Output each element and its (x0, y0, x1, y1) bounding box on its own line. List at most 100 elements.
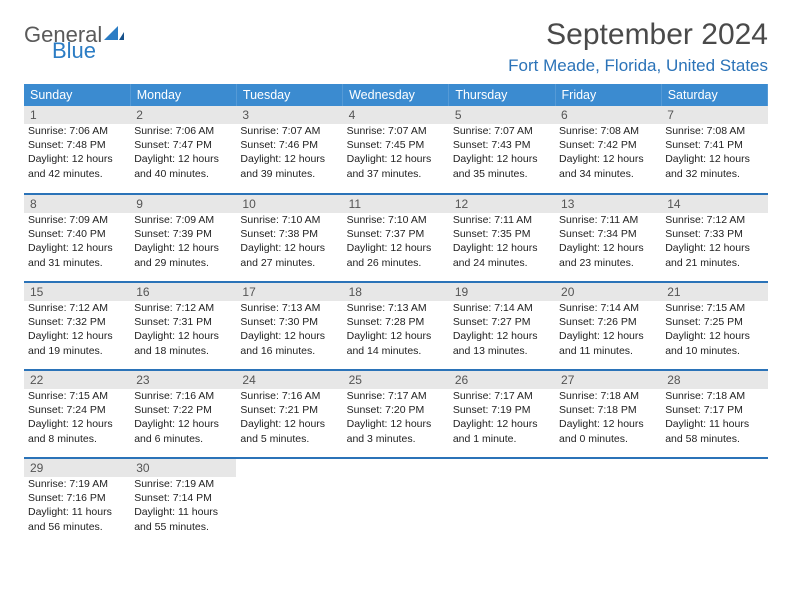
calendar-empty-cell (449, 458, 555, 546)
sunset-line: Sunset: 7:17 PM (665, 403, 763, 417)
calendar-table: Sunday Monday Tuesday Wednesday Thursday… (24, 84, 768, 546)
calendar-empty-cell (236, 458, 342, 546)
daylight-line: Daylight: 12 hours and 21 minutes. (665, 241, 763, 269)
weekday-header: Monday (130, 84, 236, 106)
day-details: Sunrise: 7:17 AMSunset: 7:19 PMDaylight:… (449, 389, 555, 450)
day-number: 10 (236, 195, 342, 213)
header: General Blue September 2024 Fort Meade, … (24, 18, 768, 76)
daylight-line: Daylight: 12 hours and 37 minutes. (347, 152, 445, 180)
day-details: Sunrise: 7:08 AMSunset: 7:41 PMDaylight:… (661, 124, 767, 185)
logo-sail-icon (104, 24, 124, 46)
calendar-day-cell: 9Sunrise: 7:09 AMSunset: 7:39 PMDaylight… (130, 194, 236, 282)
sunrise-line: Sunrise: 7:18 AM (665, 389, 763, 403)
daylight-line: Daylight: 12 hours and 1 minute. (453, 417, 551, 445)
sunrise-line: Sunrise: 7:12 AM (134, 301, 232, 315)
calendar-day-cell: 21Sunrise: 7:15 AMSunset: 7:25 PMDayligh… (661, 282, 767, 370)
calendar-day-cell: 26Sunrise: 7:17 AMSunset: 7:19 PMDayligh… (449, 370, 555, 458)
sunrise-line: Sunrise: 7:07 AM (347, 124, 445, 138)
calendar-day-cell: 24Sunrise: 7:16 AMSunset: 7:21 PMDayligh… (236, 370, 342, 458)
sunrise-line: Sunrise: 7:06 AM (28, 124, 126, 138)
calendar-empty-cell (661, 458, 767, 546)
weekday-header-row: Sunday Monday Tuesday Wednesday Thursday… (24, 84, 768, 106)
calendar-day-cell: 20Sunrise: 7:14 AMSunset: 7:26 PMDayligh… (555, 282, 661, 370)
calendar-day-cell: 4Sunrise: 7:07 AMSunset: 7:45 PMDaylight… (343, 106, 449, 194)
calendar-day-cell: 11Sunrise: 7:10 AMSunset: 7:37 PMDayligh… (343, 194, 449, 282)
day-number: 4 (343, 106, 449, 124)
calendar-week-row: 29Sunrise: 7:19 AMSunset: 7:16 PMDayligh… (24, 458, 768, 546)
day-details: Sunrise: 7:19 AMSunset: 7:16 PMDaylight:… (24, 477, 130, 538)
daylight-line: Daylight: 12 hours and 19 minutes. (28, 329, 126, 357)
sunset-line: Sunset: 7:30 PM (240, 315, 338, 329)
day-details: Sunrise: 7:07 AMSunset: 7:45 PMDaylight:… (343, 124, 449, 185)
daylight-line: Daylight: 12 hours and 42 minutes. (28, 152, 126, 180)
sunrise-line: Sunrise: 7:19 AM (134, 477, 232, 491)
day-number: 18 (343, 283, 449, 301)
calendar-day-cell: 3Sunrise: 7:07 AMSunset: 7:46 PMDaylight… (236, 106, 342, 194)
day-details: Sunrise: 7:12 AMSunset: 7:32 PMDaylight:… (24, 301, 130, 362)
day-details: Sunrise: 7:17 AMSunset: 7:20 PMDaylight:… (343, 389, 449, 450)
calendar-page: General Blue September 2024 Fort Meade, … (0, 0, 792, 564)
sunset-line: Sunset: 7:31 PM (134, 315, 232, 329)
location-label: Fort Meade, Florida, United States (508, 56, 768, 76)
day-number: 29 (24, 459, 130, 477)
sunrise-line: Sunrise: 7:19 AM (28, 477, 126, 491)
calendar-empty-cell (555, 458, 661, 546)
day-number: 2 (130, 106, 236, 124)
day-details: Sunrise: 7:06 AMSunset: 7:48 PMDaylight:… (24, 124, 130, 185)
day-number: 12 (449, 195, 555, 213)
day-details: Sunrise: 7:18 AMSunset: 7:18 PMDaylight:… (555, 389, 661, 450)
sunrise-line: Sunrise: 7:07 AM (240, 124, 338, 138)
day-number: 13 (555, 195, 661, 213)
sunrise-line: Sunrise: 7:14 AM (559, 301, 657, 315)
daylight-line: Daylight: 12 hours and 18 minutes. (134, 329, 232, 357)
daylight-line: Daylight: 12 hours and 5 minutes. (240, 417, 338, 445)
weekday-header: Saturday (661, 84, 767, 106)
logo: General Blue (24, 18, 124, 62)
day-details: Sunrise: 7:13 AMSunset: 7:28 PMDaylight:… (343, 301, 449, 362)
calendar-week-row: 8Sunrise: 7:09 AMSunset: 7:40 PMDaylight… (24, 194, 768, 282)
sunrise-line: Sunrise: 7:08 AM (665, 124, 763, 138)
daylight-line: Daylight: 12 hours and 23 minutes. (559, 241, 657, 269)
daylight-line: Daylight: 12 hours and 27 minutes. (240, 241, 338, 269)
calendar-week-row: 1Sunrise: 7:06 AMSunset: 7:48 PMDaylight… (24, 106, 768, 194)
sunrise-line: Sunrise: 7:10 AM (240, 213, 338, 227)
day-number: 28 (661, 371, 767, 389)
sunrise-line: Sunrise: 7:16 AM (240, 389, 338, 403)
calendar-day-cell: 19Sunrise: 7:14 AMSunset: 7:27 PMDayligh… (449, 282, 555, 370)
daylight-line: Daylight: 12 hours and 11 minutes. (559, 329, 657, 357)
day-details: Sunrise: 7:07 AMSunset: 7:46 PMDaylight:… (236, 124, 342, 185)
sunset-line: Sunset: 7:47 PM (134, 138, 232, 152)
day-details: Sunrise: 7:18 AMSunset: 7:17 PMDaylight:… (661, 389, 767, 450)
sunrise-line: Sunrise: 7:18 AM (559, 389, 657, 403)
sunset-line: Sunset: 7:42 PM (559, 138, 657, 152)
daylight-line: Daylight: 12 hours and 29 minutes. (134, 241, 232, 269)
day-details: Sunrise: 7:12 AMSunset: 7:31 PMDaylight:… (130, 301, 236, 362)
calendar-day-cell: 8Sunrise: 7:09 AMSunset: 7:40 PMDaylight… (24, 194, 130, 282)
calendar-day-cell: 5Sunrise: 7:07 AMSunset: 7:43 PMDaylight… (449, 106, 555, 194)
day-number: 3 (236, 106, 342, 124)
weekday-header: Wednesday (343, 84, 449, 106)
sunset-line: Sunset: 7:45 PM (347, 138, 445, 152)
calendar-empty-cell (343, 458, 449, 546)
sunset-line: Sunset: 7:41 PM (665, 138, 763, 152)
calendar-day-cell: 22Sunrise: 7:15 AMSunset: 7:24 PMDayligh… (24, 370, 130, 458)
daylight-line: Daylight: 11 hours and 56 minutes. (28, 505, 126, 533)
sunrise-line: Sunrise: 7:08 AM (559, 124, 657, 138)
day-number: 23 (130, 371, 236, 389)
day-details: Sunrise: 7:14 AMSunset: 7:27 PMDaylight:… (449, 301, 555, 362)
weekday-header: Sunday (24, 84, 130, 106)
calendar-day-cell: 2Sunrise: 7:06 AMSunset: 7:47 PMDaylight… (130, 106, 236, 194)
sunset-line: Sunset: 7:25 PM (665, 315, 763, 329)
sunrise-line: Sunrise: 7:15 AM (28, 389, 126, 403)
daylight-line: Daylight: 12 hours and 0 minutes. (559, 417, 657, 445)
calendar-day-cell: 28Sunrise: 7:18 AMSunset: 7:17 PMDayligh… (661, 370, 767, 458)
sunset-line: Sunset: 7:33 PM (665, 227, 763, 241)
title-block: September 2024 Fort Meade, Florida, Unit… (508, 18, 768, 76)
day-details: Sunrise: 7:15 AMSunset: 7:25 PMDaylight:… (661, 301, 767, 362)
day-details: Sunrise: 7:19 AMSunset: 7:14 PMDaylight:… (130, 477, 236, 538)
sunrise-line: Sunrise: 7:16 AM (134, 389, 232, 403)
sunset-line: Sunset: 7:27 PM (453, 315, 551, 329)
sunset-line: Sunset: 7:48 PM (28, 138, 126, 152)
sunset-line: Sunset: 7:32 PM (28, 315, 126, 329)
calendar-day-cell: 12Sunrise: 7:11 AMSunset: 7:35 PMDayligh… (449, 194, 555, 282)
